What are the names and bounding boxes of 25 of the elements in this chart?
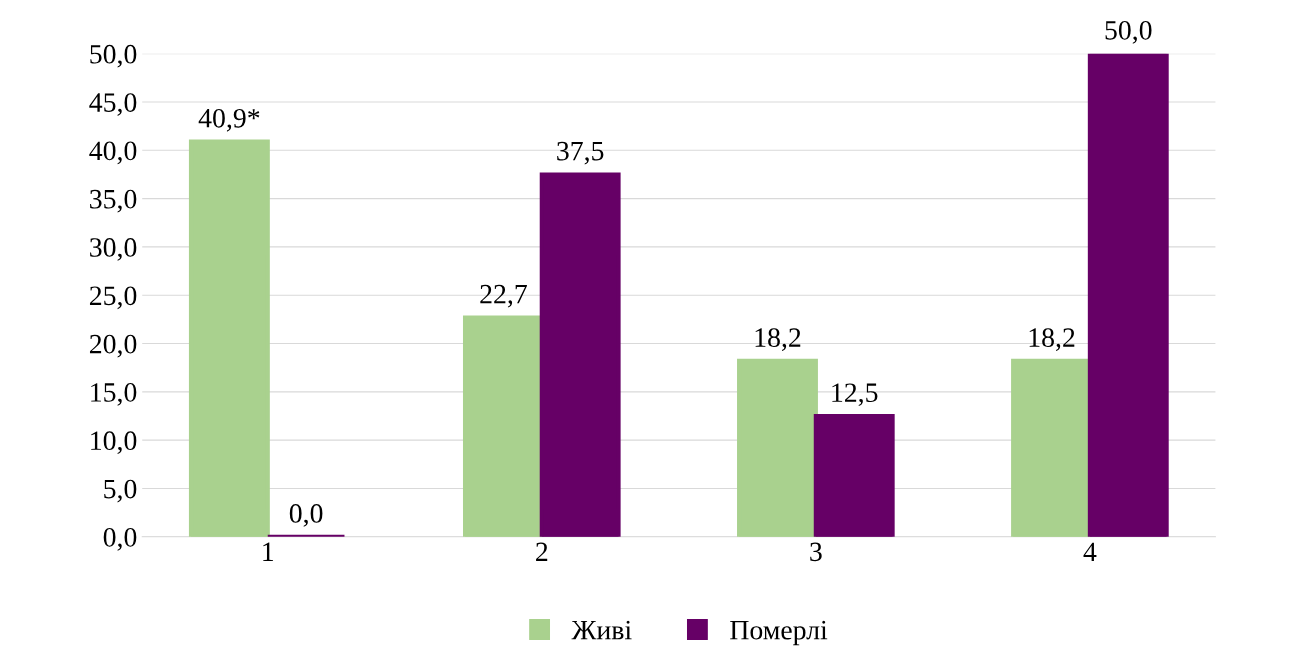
- legend-label: Померлі: [730, 620, 828, 646]
- x-tick-label: 3: [810, 542, 822, 562]
- y-tick-label: 40,0: [89, 141, 137, 165]
- y-tick-label: 20,0: [89, 334, 137, 358]
- data-label: 18,2: [755, 328, 801, 351]
- y-tick-label: 15,0: [91, 383, 137, 406]
- y-tick-label: 45,0: [89, 93, 137, 116]
- x-tick-label: 4: [1083, 542, 1097, 561]
- y-tick-label: 5,0: [104, 479, 137, 503]
- y-tick-label: 0,0: [103, 527, 137, 551]
- legend-label: Живі: [571, 620, 632, 640]
- x-tick-label: 1: [263, 542, 274, 561]
- data-label: 0,0: [289, 504, 323, 527]
- y-tick-label: 10,0: [91, 431, 137, 455]
- x-tick-label: 2: [536, 542, 548, 561]
- data-label: 37,5: [557, 141, 604, 165]
- y-tick-label: 30,0: [90, 238, 137, 261]
- y-tick-label: 50,0: [90, 44, 137, 68]
- data-label: 22,7: [480, 284, 527, 308]
- data-label: 50,0: [1105, 20, 1152, 44]
- data-label: 40,9*: [198, 108, 260, 132]
- y-tick-label: 25,0: [89, 286, 137, 310]
- y-tick-label: 35,0: [90, 189, 137, 213]
- data-label: 18,2: [1029, 328, 1075, 351]
- data-label: 12,5: [832, 383, 878, 407]
